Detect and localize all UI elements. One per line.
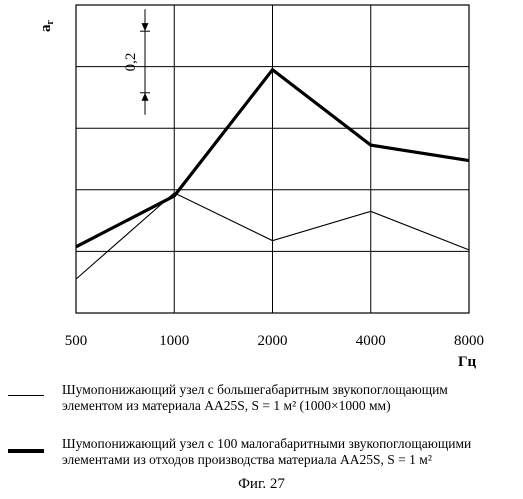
y-axis-label-sub: г <box>45 20 56 25</box>
legend-text-thin: Шумопонижающий узел с большегабаритным з… <box>62 382 523 414</box>
legend-text-thin-line1: Шумопонижающий узел с большегабаритным з… <box>62 382 523 398</box>
y-axis-label: aг <box>38 20 56 33</box>
scale-marker-arrow-down <box>142 23 149 31</box>
legend-entry-thick: Шумопонижающий узел с 100 малогабаритным… <box>8 436 523 470</box>
figure-caption: Фиг. 27 <box>0 476 523 493</box>
x-tick-label: 2000 <box>258 333 288 349</box>
x-tick-label: 1000 <box>159 333 189 349</box>
chart: 500 1000 2000 4000 8000 aг Гц 0,2 <box>0 0 523 370</box>
grid <box>76 5 469 313</box>
scale-marker-arrow-up <box>142 93 149 101</box>
scale-marker: 0,2 <box>123 9 150 115</box>
x-axis-label: Гц <box>458 354 477 370</box>
x-ticks: 500 1000 2000 4000 8000 <box>65 333 484 349</box>
x-tick-label: 500 <box>65 333 88 349</box>
legend-swatch-thick <box>8 449 44 453</box>
x-tick-label: 8000 <box>454 333 484 349</box>
legend-text-thick-line2: элементами из отходов производства матер… <box>62 452 523 468</box>
x-tick-label: 4000 <box>356 333 386 349</box>
legend-entry-thin: Шумопонижающий узел с большегабаритным з… <box>8 382 523 416</box>
scale-marker-label: 0,2 <box>123 53 139 72</box>
legend-text-thick: Шумопонижающий узел с 100 малогабаритным… <box>62 436 523 468</box>
legend-text-thin-line2: элементом из материала AA25S, S = 1 м² (… <box>62 398 523 414</box>
legend-text-thick-line1: Шумопонижающий узел с 100 малогабаритным… <box>62 436 523 452</box>
legend-swatch-thin <box>8 395 44 396</box>
